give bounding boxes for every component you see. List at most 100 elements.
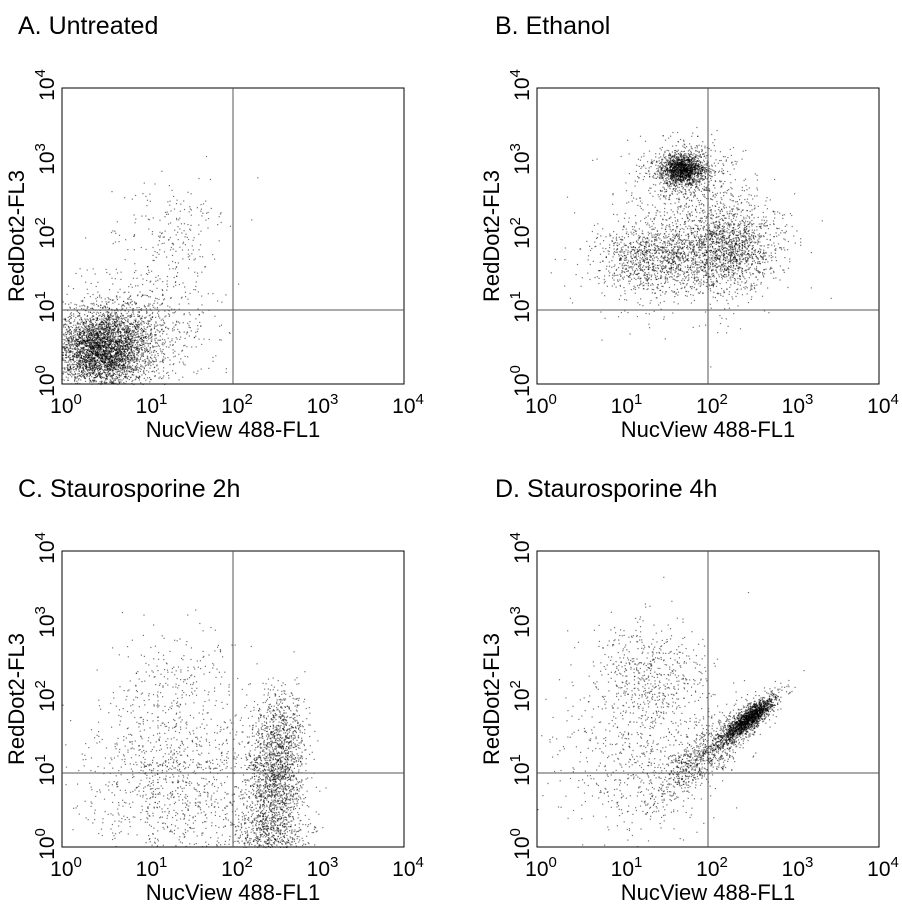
data-point (113, 243, 114, 244)
data-point (70, 336, 71, 337)
data-point (107, 354, 108, 355)
data-point (119, 343, 120, 344)
data-point (132, 199, 133, 200)
data-point (134, 320, 135, 321)
data-point (141, 318, 142, 319)
data-point (121, 354, 122, 355)
data-point (108, 297, 109, 298)
data-point (93, 326, 94, 327)
data-point (74, 362, 75, 363)
data-point (146, 205, 147, 206)
data-point (682, 146, 683, 147)
data-point (226, 372, 227, 373)
data-point (162, 344, 163, 345)
data-point (89, 379, 90, 380)
data-point (157, 280, 158, 281)
data-point (118, 324, 119, 325)
data-point (174, 230, 175, 231)
data-point (139, 376, 140, 377)
data-point (178, 262, 179, 263)
data-point (173, 349, 174, 350)
data-point (106, 382, 107, 383)
data-point (161, 304, 162, 305)
data-point (74, 381, 75, 382)
data-point (110, 375, 111, 376)
data-point (90, 359, 91, 360)
data-point (161, 171, 162, 172)
data-point (221, 325, 222, 326)
data-point (95, 298, 96, 299)
data-point (129, 371, 130, 372)
data-point (78, 339, 79, 340)
data-point (82, 373, 83, 374)
data-point (110, 299, 111, 300)
data-point (208, 212, 209, 213)
data-point (117, 272, 118, 273)
data-point (93, 360, 94, 361)
data-point (73, 325, 74, 326)
data-point (195, 258, 196, 259)
data-point (79, 323, 80, 324)
data-point (109, 347, 110, 348)
data-point (163, 237, 164, 238)
data-point (119, 344, 120, 345)
data-point (125, 359, 126, 360)
data-point (186, 333, 187, 334)
data-point (109, 321, 110, 322)
data-point (127, 350, 128, 351)
data-point (131, 338, 132, 339)
data-point (70, 344, 71, 345)
data-point (165, 231, 166, 232)
data-point (83, 305, 84, 306)
data-point (139, 350, 140, 351)
data-point (114, 231, 115, 232)
data-point (180, 204, 181, 205)
data-point (111, 232, 112, 233)
data-point (93, 344, 94, 345)
data-point (96, 320, 97, 321)
data-point (69, 307, 70, 308)
data-point (138, 326, 139, 327)
data-point (125, 361, 126, 362)
data-point (145, 380, 146, 381)
data-point (190, 293, 191, 294)
data-point (155, 332, 156, 333)
data-point (120, 340, 121, 341)
data-point (125, 341, 126, 342)
data-point (159, 240, 160, 241)
data-point (177, 232, 178, 233)
data-point (69, 351, 70, 352)
data-point (96, 332, 97, 333)
y-tick-exponent: 0 (32, 365, 49, 373)
data-point (127, 368, 128, 369)
data-point (66, 377, 67, 378)
data-point (63, 325, 64, 326)
data-point (144, 350, 145, 351)
data-point (185, 234, 186, 235)
data-point (167, 284, 168, 285)
data-point (92, 339, 93, 340)
data-point (100, 371, 101, 372)
data-point (110, 370, 111, 371)
data-point (122, 373, 123, 374)
data-point (189, 255, 190, 256)
data-point (145, 331, 146, 332)
data-point (132, 301, 133, 302)
data-point (164, 343, 165, 344)
data-point (154, 303, 155, 304)
data-point (79, 343, 80, 344)
data-point (108, 360, 109, 361)
data-point (69, 342, 70, 343)
data-point (96, 373, 97, 374)
data-point (151, 319, 152, 320)
data-point (75, 331, 76, 332)
data-point (90, 375, 91, 376)
data-point (132, 380, 133, 381)
data-point (104, 345, 105, 346)
data-point (156, 288, 157, 289)
data-point (141, 354, 142, 355)
data-point (156, 338, 157, 339)
data-point (101, 322, 102, 323)
data-point (122, 341, 123, 342)
data-point (681, 157, 682, 158)
